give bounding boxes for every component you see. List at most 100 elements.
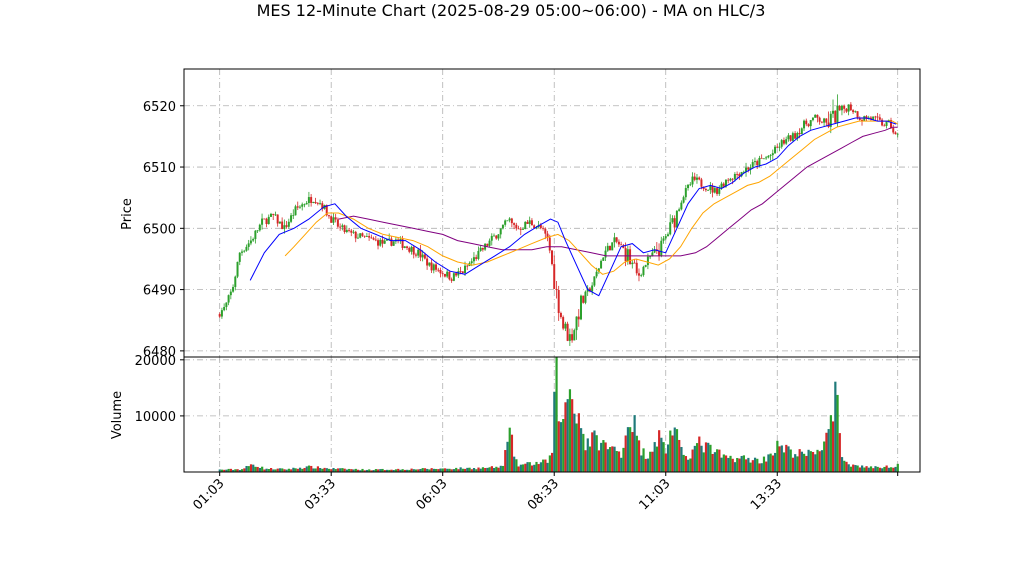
candle-body xyxy=(702,186,705,190)
price-y-tick-label: 6510 xyxy=(143,161,176,176)
volume-bar xyxy=(450,469,453,472)
volume-bar xyxy=(323,467,326,472)
volume-bar xyxy=(662,442,665,472)
volume-bar xyxy=(881,468,884,472)
candle-body xyxy=(646,256,649,266)
volume-bar xyxy=(220,469,224,472)
volume-bar xyxy=(800,451,803,472)
candle-body xyxy=(843,105,846,109)
volume-bar xyxy=(312,468,315,472)
volume-bar xyxy=(484,468,487,472)
candle-body xyxy=(566,323,569,341)
volume-bar xyxy=(339,468,342,472)
candle-body xyxy=(809,120,812,127)
volume-bar xyxy=(377,469,380,472)
volume-bar xyxy=(479,468,482,472)
candle-body xyxy=(591,285,594,292)
volume-bar xyxy=(753,457,757,472)
volume-bar xyxy=(624,435,627,472)
candle-body xyxy=(820,121,823,123)
candle-body xyxy=(771,153,774,156)
volume-bar xyxy=(249,464,253,472)
candle-body xyxy=(564,323,567,329)
candle-body xyxy=(247,243,250,247)
candle-body xyxy=(689,184,692,186)
volume-bar xyxy=(805,455,808,472)
volume-bar xyxy=(604,442,607,472)
candle-body xyxy=(455,273,458,276)
volume-grid xyxy=(184,357,920,472)
volume-bar xyxy=(296,468,299,472)
volume-bar xyxy=(236,469,239,472)
candle-body xyxy=(406,246,409,248)
candle-body xyxy=(501,224,504,229)
volume-bar xyxy=(863,467,866,472)
volume-bar xyxy=(414,469,418,472)
volume-bar xyxy=(290,469,293,472)
volume-axis-label: Volume xyxy=(110,391,125,439)
volume-bar xyxy=(559,422,563,472)
volume-bar xyxy=(724,455,728,472)
candle-body xyxy=(604,250,607,258)
candle-body xyxy=(352,231,355,233)
volume-bar xyxy=(749,462,752,472)
candle-body xyxy=(626,249,629,262)
candle-body xyxy=(254,230,257,240)
candle-body xyxy=(408,247,411,252)
candle-body xyxy=(426,258,429,266)
volume-bar xyxy=(633,415,636,472)
volume-bar xyxy=(836,394,839,472)
volume-bar xyxy=(678,439,681,472)
candle-body xyxy=(234,276,237,288)
candle-body xyxy=(238,252,241,262)
candle-body xyxy=(796,132,799,139)
volume-bar xyxy=(794,454,797,472)
x-tick-label: 06:03 xyxy=(413,476,450,513)
volume-bar xyxy=(408,469,411,472)
ma-mid-line xyxy=(284,120,898,275)
moving-averages xyxy=(249,117,898,297)
candle-body xyxy=(606,245,609,251)
volume-bar xyxy=(446,468,449,472)
candle-body xyxy=(559,313,562,318)
candle-body xyxy=(261,218,264,225)
candle-body xyxy=(472,257,475,262)
candle-body xyxy=(834,110,837,123)
candle-body xyxy=(753,161,756,163)
volume-bar xyxy=(341,468,344,472)
volume-bar xyxy=(553,391,556,472)
volume-bar xyxy=(392,470,395,472)
volume-bar xyxy=(856,465,859,472)
candle-body xyxy=(825,118,828,123)
volume-bar xyxy=(814,454,817,472)
candle-body xyxy=(798,132,801,135)
volume-bar xyxy=(760,463,763,472)
volume-bar xyxy=(298,467,302,472)
volume-bar xyxy=(455,467,458,472)
volume-bar xyxy=(669,430,672,472)
volume-bar xyxy=(582,433,585,472)
candle-body xyxy=(568,334,571,341)
volume-bar xyxy=(533,464,536,472)
candle-body xyxy=(807,124,810,127)
candle-body xyxy=(852,110,855,113)
volume-bar xyxy=(437,469,440,472)
candle-body xyxy=(600,260,603,269)
volume-bar xyxy=(809,451,812,472)
candle-body xyxy=(758,157,761,166)
candle-body xyxy=(245,246,248,251)
candle-body xyxy=(274,214,277,216)
price-axes-frame xyxy=(183,68,921,358)
candle-body xyxy=(294,206,297,216)
candle-body xyxy=(774,146,777,154)
volume-bar xyxy=(513,456,516,472)
candle-body xyxy=(305,203,308,205)
candle-body xyxy=(811,117,814,121)
volume-bar xyxy=(464,468,467,472)
volume-bar xyxy=(535,461,538,472)
volume-bar xyxy=(488,467,491,472)
volume-bar xyxy=(704,442,708,472)
candle-body xyxy=(325,205,328,216)
volume-bar xyxy=(606,449,609,472)
candle-body xyxy=(446,271,449,277)
